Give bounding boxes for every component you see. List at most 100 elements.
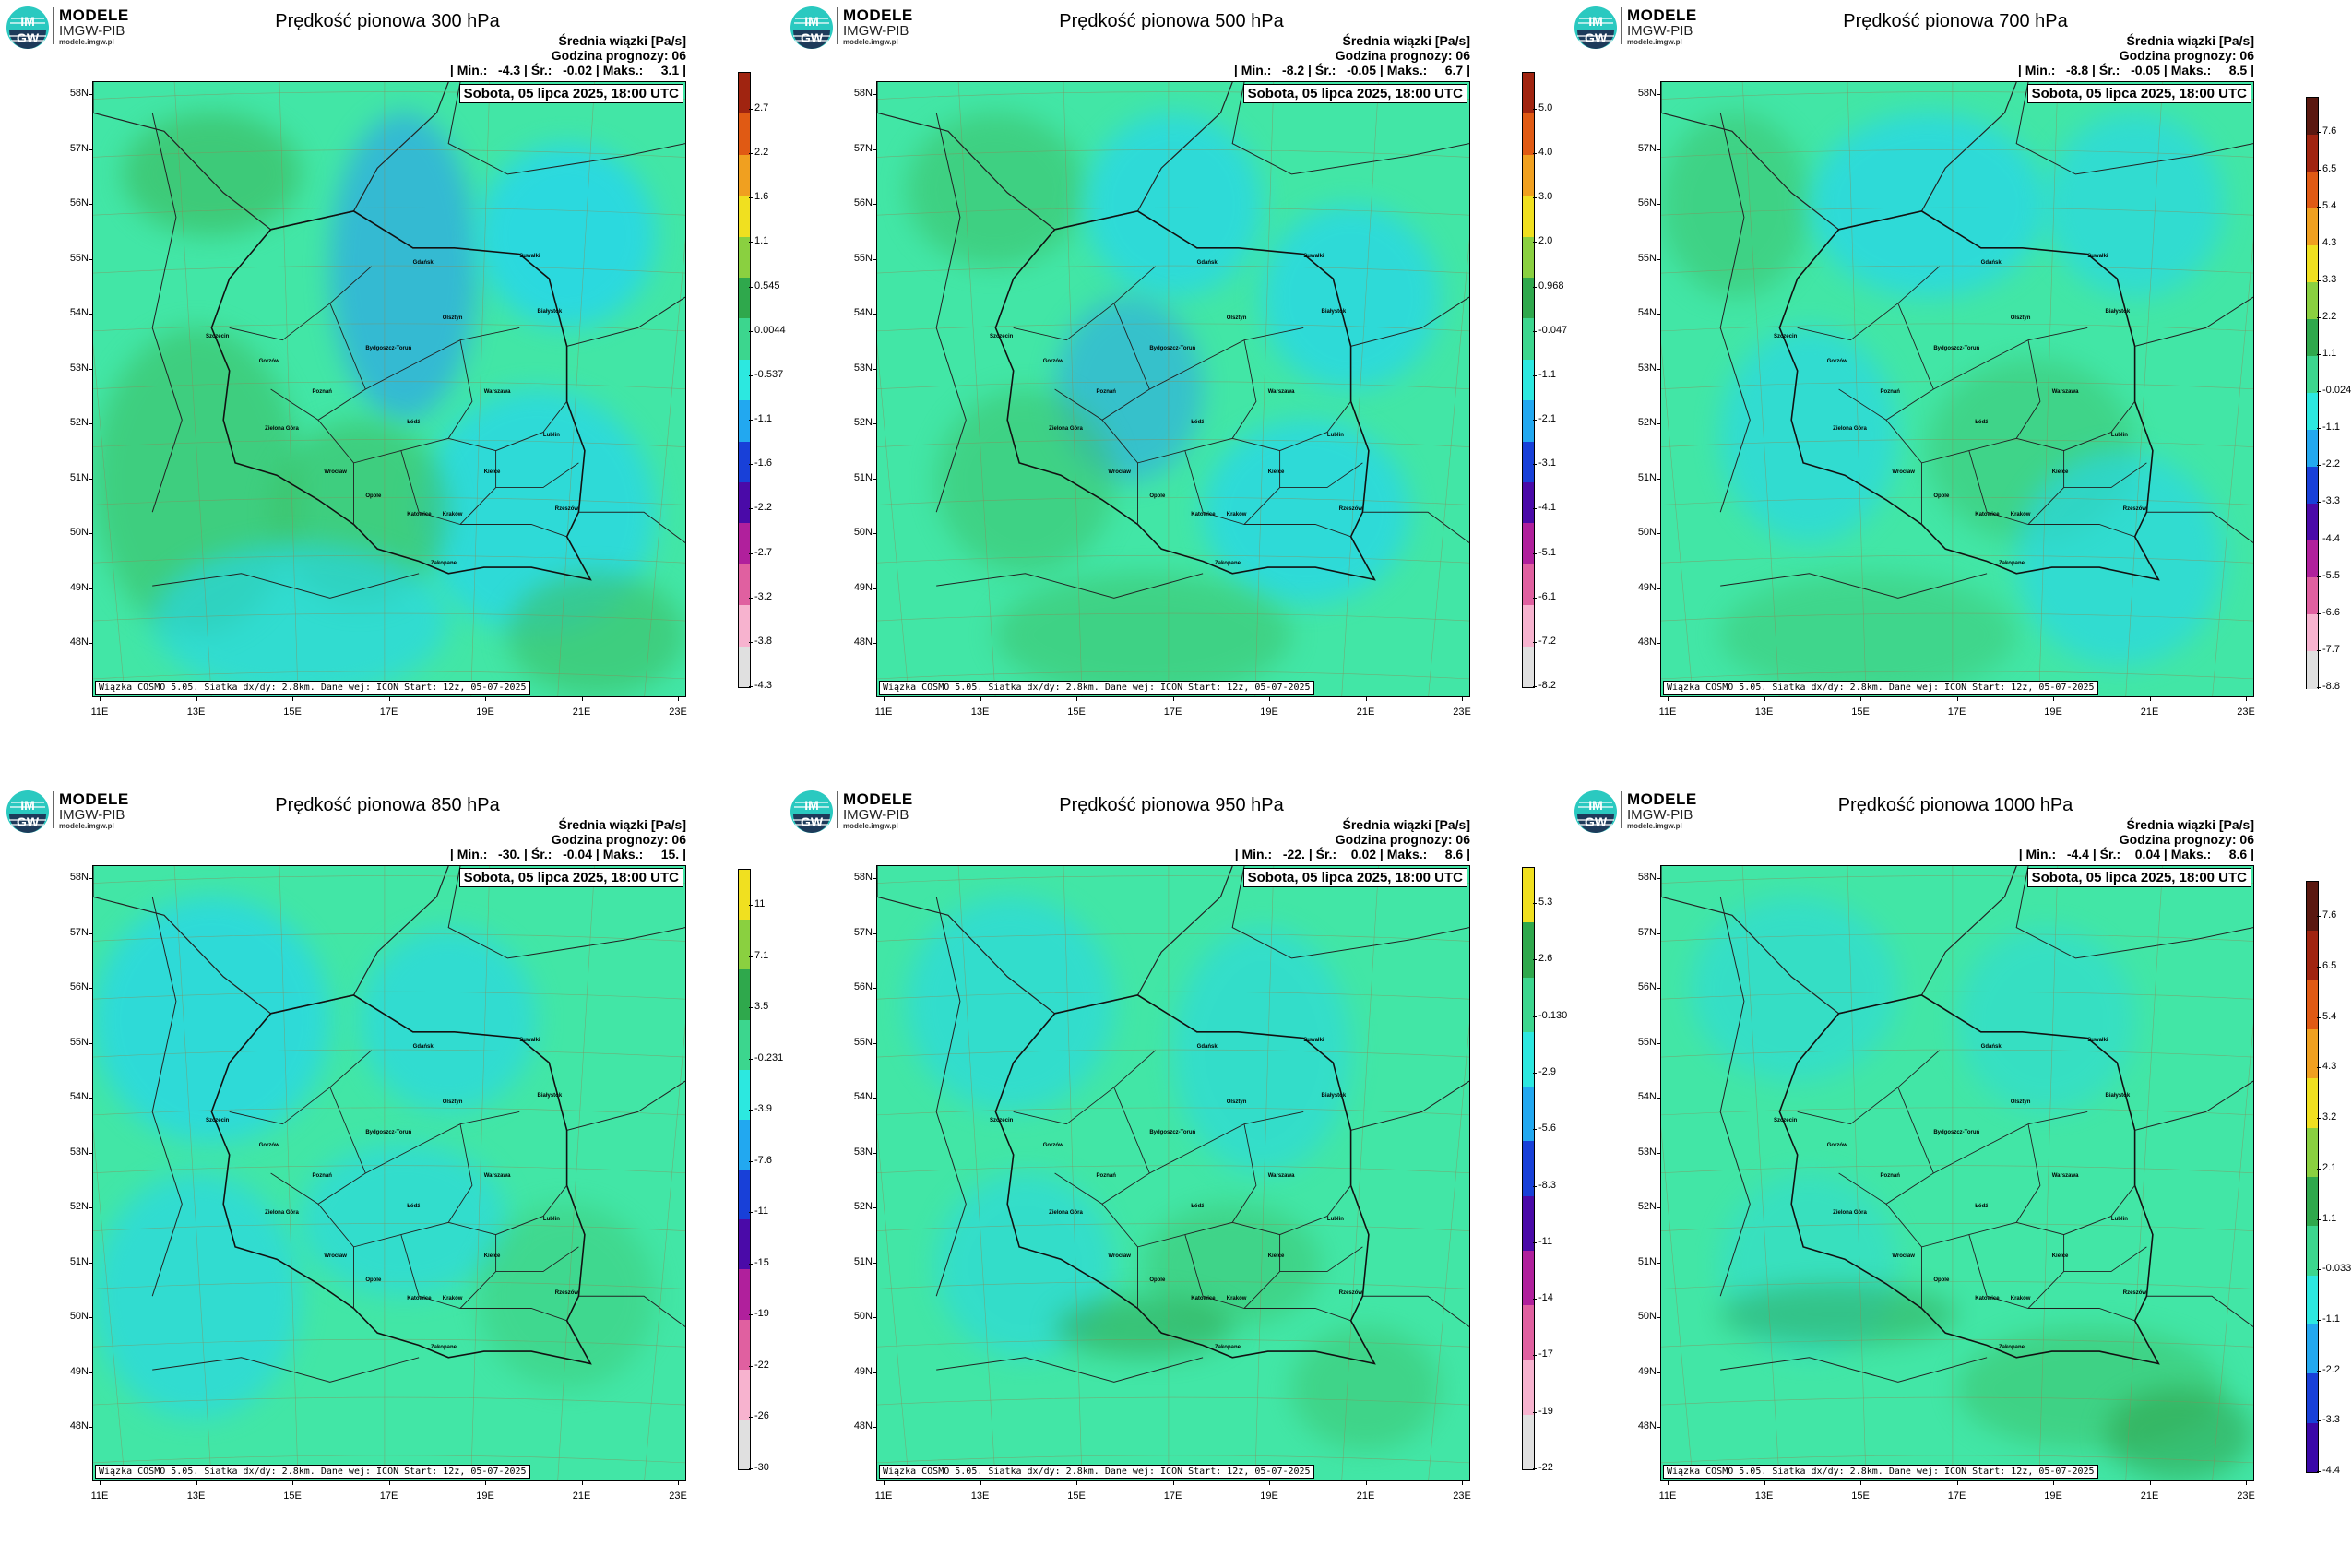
city-label: Kielce	[2051, 1253, 2069, 1259]
colorbar-label: -0.231	[754, 1051, 784, 1063]
colorbar-label: 7.6	[2322, 125, 2337, 137]
city-label: Warszawa	[1267, 1173, 1295, 1179]
colorbar	[738, 72, 751, 688]
colorbar-label: 0.968	[1538, 279, 1564, 291]
city-label: Olsztyn	[2010, 1099, 2031, 1106]
city-label: Białystok	[2105, 309, 2131, 315]
colorbar-tick	[749, 1160, 753, 1162]
colorbar	[738, 869, 751, 1470]
forecast-panel: IM GW MODELE IMGW-PIB modele.imgw.pl Prędkość…	[784, 784, 1568, 1568]
latitude-label: 52N	[853, 1201, 873, 1212]
colorbar-tick	[1533, 1241, 1537, 1243]
colorbar-label: 0.0044	[754, 324, 786, 336]
colorbar-tick	[1533, 108, 1537, 110]
city-label: Kielce	[2051, 469, 2069, 475]
colorbar-tick	[2317, 649, 2321, 651]
latitude-tick	[1657, 368, 1661, 370]
city-label: Warszawa	[2051, 389, 2079, 395]
info-stats: | Min.: -4.3 | Śr.: -0.02 | Maks.: 3.1 |	[449, 63, 686, 77]
longitude-tick	[1462, 696, 1463, 701]
logo-badge-top: IM	[1588, 798, 1603, 813]
longitude-label: 19E	[2044, 707, 2062, 718]
colorbar-segment	[1523, 605, 1534, 647]
city-label: Poznań	[1096, 389, 1116, 395]
colorbar-tick	[1533, 286, 1537, 288]
imgw-logo-icon: IMGW	[1574, 790, 1617, 833]
colorbar-label: -11	[1538, 1235, 1553, 1247]
latitude-tick	[1657, 878, 1661, 879]
brand-divider	[837, 7, 838, 44]
map-overlay	[93, 82, 685, 696]
colorbar-label: 2.0	[1538, 235, 1553, 247]
latitude-label: 54N	[1637, 307, 1657, 318]
brand-line1: MODELE	[843, 790, 913, 808]
city-label: Lublin	[2110, 1216, 2128, 1222]
longitude-tick	[388, 1480, 390, 1485]
imgw-logo-icon: IMGW	[1574, 6, 1617, 49]
colorbar-label: -11	[754, 1206, 769, 1218]
city-label: Opole	[1933, 493, 1950, 500]
latitude-label: 49N	[1637, 581, 1657, 593]
longitude-tick	[980, 1480, 981, 1485]
colorbar-segment	[1523, 922, 1534, 979]
city-label: Poznań	[1096, 1173, 1116, 1179]
city-label: Łódź	[1191, 1204, 1205, 1210]
brand-text: MODELE IMGW-PIB modele.imgw.pl	[843, 7, 913, 46]
city-label: Gdańsk	[412, 1044, 434, 1051]
brand-text: MODELE IMGW-PIB modele.imgw.pl	[843, 791, 913, 830]
map-overlay	[877, 82, 1469, 696]
city-label: Szczecin	[989, 334, 1014, 340]
field-pattern	[995, 573, 1292, 696]
longitude-label: 15E	[1067, 707, 1086, 718]
city-label: Opole	[365, 1277, 382, 1284]
info-stats: | Min.: -8.8 | Śr.: -0.05 | Maks.: 8.5 |	[2017, 63, 2254, 77]
longitude-label: 11E	[874, 1491, 893, 1502]
forecast-date: Sobota, 05 lipca 2025, 18:00 UTC	[2026, 868, 2251, 887]
city-label: Lublin	[542, 432, 560, 438]
latitude-tick	[873, 94, 877, 95]
city-label: Opole	[1149, 493, 1166, 500]
city-label: Kraków	[1226, 512, 1247, 518]
info-title: Średnia wiązki [Pa/s]	[2126, 33, 2255, 48]
latitude-tick	[1657, 1207, 1661, 1208]
colorbar-tick	[2317, 169, 2321, 171]
forecast-panel: IM GW MODELE IMGW-PIB modele.imgw.pl Prędkość…	[1568, 784, 2352, 1568]
colorbar-label: -8.3	[1538, 1179, 1556, 1191]
longitude-label: 15E	[1851, 707, 1870, 718]
colorbar-segment	[2307, 1275, 2318, 1325]
colorbar-label: 4.3	[2322, 236, 2337, 248]
latitude-tick	[1657, 643, 1661, 644]
colorbar-tick	[749, 956, 753, 957]
latitude-label: 50N	[1637, 1311, 1657, 1322]
field-pattern	[1720, 327, 1898, 543]
brand-line1: MODELE	[59, 6, 129, 24]
colorbar-segment	[739, 113, 750, 156]
city-label: Zakopane	[1998, 1345, 2025, 1351]
brand-text: MODELE IMGW-PIB modele.imgw.pl	[1627, 7, 1697, 46]
longitude-tick	[2053, 696, 2054, 701]
colorbar-tick	[1533, 1129, 1537, 1131]
colorbar-segment	[2307, 882, 2318, 932]
longitude-tick	[100, 696, 101, 701]
colorbar-segment	[1523, 400, 1534, 443]
longitude-label: 21E	[1356, 707, 1375, 718]
longitude-label: 13E	[186, 1491, 206, 1502]
info-forecast-hour: Godzina prognozy: 06	[551, 832, 686, 847]
latitude-tick	[89, 1427, 93, 1428]
panel-title: Prędkość pionowa 1000 hPa	[1837, 795, 2073, 815]
longitude-tick	[2053, 1480, 2054, 1485]
latitude-tick	[1657, 148, 1661, 150]
colorbar-label: 5.3	[1538, 897, 1553, 909]
colorbar-tick	[2317, 1269, 2321, 1271]
colorbar-label: -3.8	[754, 635, 772, 647]
longitude-tick	[1269, 1480, 1270, 1485]
city-label: Poznań	[1880, 1173, 1900, 1179]
colorbar-label: -1.1	[2322, 422, 2340, 434]
city-label: Opole	[365, 493, 382, 500]
colorbar-label: 5.4	[2322, 1010, 2337, 1022]
city-label: Gorzów	[1826, 358, 1847, 364]
latitude-label: 51N	[1637, 1255, 1657, 1267]
colorbar-tick	[1533, 1016, 1537, 1017]
colorbar-tick	[2317, 1067, 2321, 1069]
brand-divider	[1621, 7, 1622, 44]
